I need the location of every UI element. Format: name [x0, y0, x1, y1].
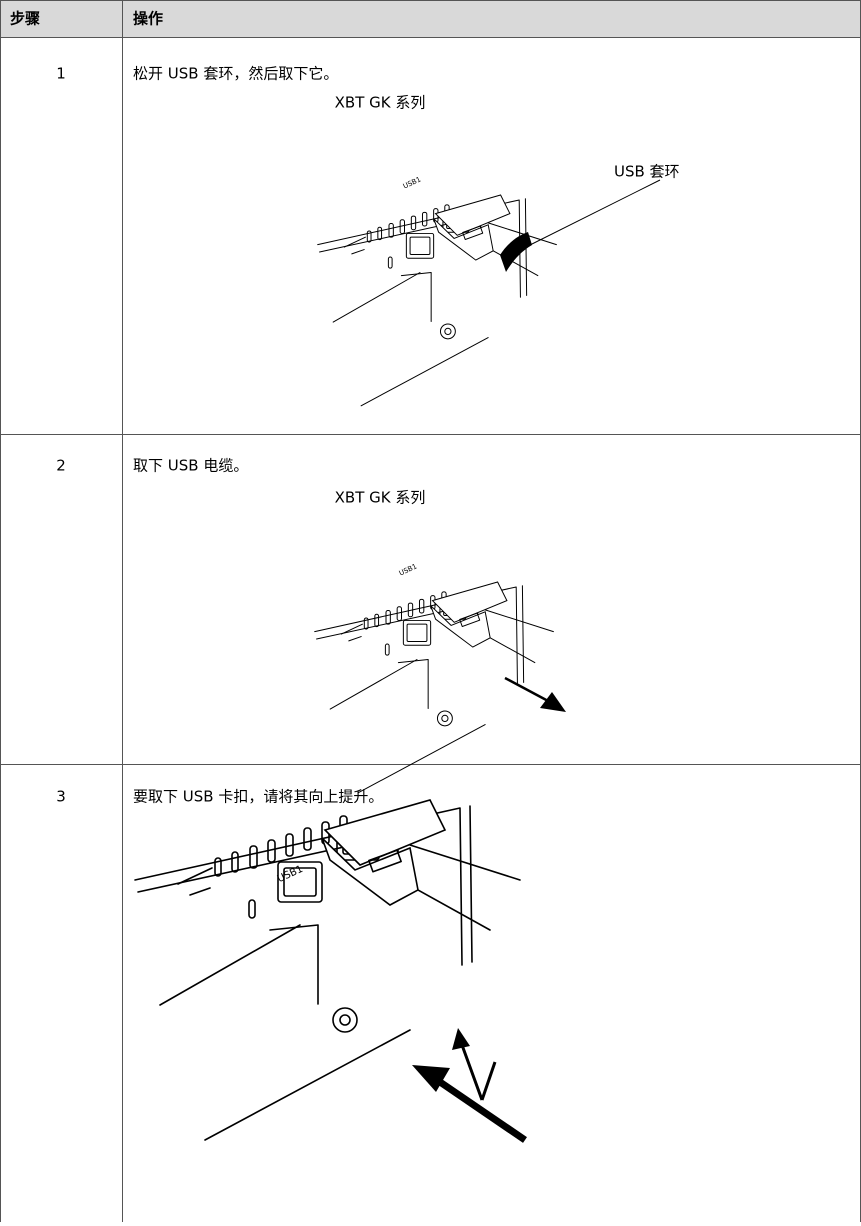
step-number: 3 — [56, 788, 66, 806]
step-text: 要取下 USB 卡扣，请将其向上提升。 — [133, 788, 383, 806]
header-row — [0, 0, 861, 38]
illustration: USB1 — [317, 175, 661, 407]
device-label: USB1 — [398, 562, 418, 577]
callout: USB 套环 — [614, 163, 680, 181]
illustration: USB1 — [134, 799, 527, 1143]
illustration: USB1 — [314, 562, 566, 794]
header-cell: 步骤 — [10, 10, 40, 28]
device-label: USB1 — [276, 864, 305, 885]
figure-title: XBT GK 系列 — [335, 94, 426, 112]
header-cell: 操作 — [133, 10, 163, 28]
figure-title: XBT GK 系列 — [335, 489, 426, 507]
device-label: USB1 — [402, 175, 422, 190]
step-text: 松开 USB 套环，然后取下它。 — [133, 65, 338, 83]
step-number: 1 — [56, 65, 66, 83]
step-text: 取下 USB 电缆。 — [133, 457, 248, 475]
step-number: 2 — [56, 457, 66, 475]
